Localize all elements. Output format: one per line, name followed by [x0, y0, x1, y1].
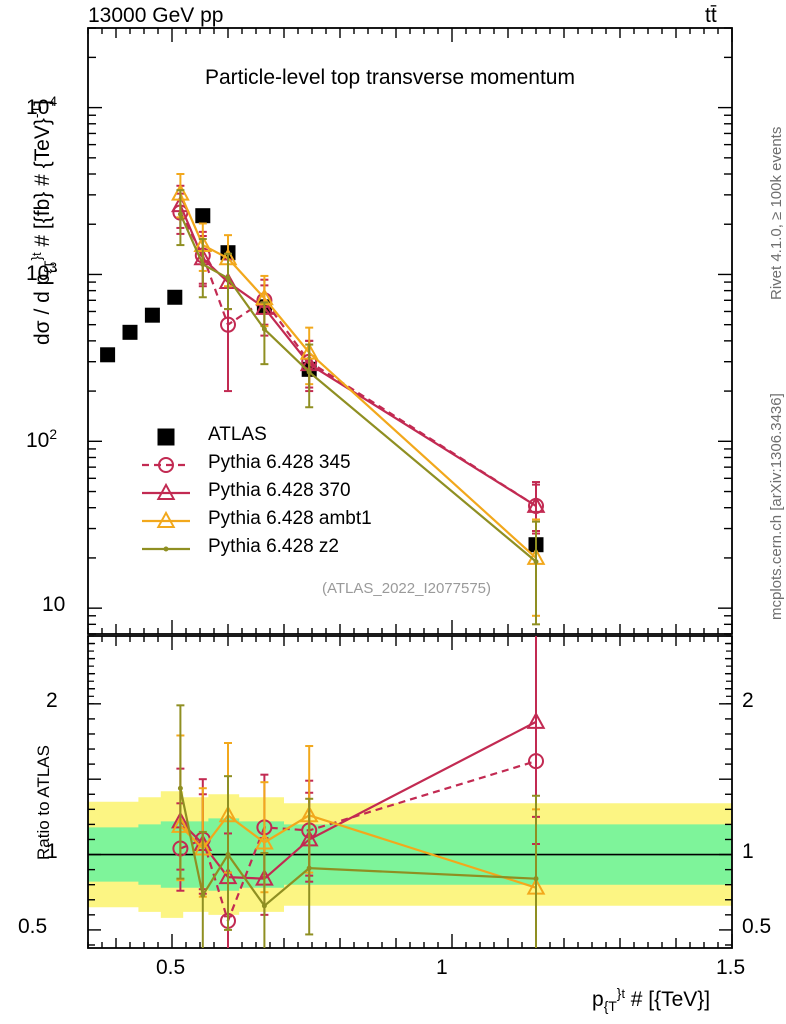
- main-y-tick-label: 10: [42, 593, 66, 617]
- series-line-Pythia-6.428-z2: [179, 213, 537, 563]
- ratio-y-tick-label: 2: [742, 688, 754, 712]
- ratio-y-tick-label: 1: [742, 839, 754, 863]
- ratio-line-Pythia-6.428-370: [179, 720, 537, 880]
- legend-label-2: Pythia 6.428 370: [208, 480, 351, 501]
- main-y-tick-label: 104: [26, 92, 58, 119]
- data-point-Pythia-6.428-z2: [306, 369, 312, 375]
- x-tick-label: 0.5: [156, 956, 186, 979]
- legend-marker-3: [156, 510, 176, 528]
- legend-label-1: Pythia 6.428 345: [208, 452, 351, 473]
- ratio-y-tick-label: 1: [46, 839, 58, 863]
- data-point-Pythia-6.428-z2: [261, 326, 267, 332]
- main-y-tick-label: 103: [26, 259, 58, 286]
- x-tick-label: 1.5: [716, 956, 746, 979]
- ratio-point-Pythia-6.428-z2: [225, 852, 231, 858]
- ratio-y-tick-label: 0.5: [18, 914, 48, 938]
- ratio-point-Pythia-6.428-z2: [200, 892, 206, 898]
- legend-label-0: ATLAS: [208, 424, 267, 445]
- data-point-Pythia-6.428-z2: [533, 559, 539, 565]
- legend-label-4: Pythia 6.428 z2: [208, 536, 339, 557]
- legend-label-3: Pythia 6.428 ambt1: [208, 508, 372, 529]
- legend-marker-0: [157, 428, 175, 446]
- ratio-y-tick-label: 0.5: [742, 914, 772, 938]
- analysis-watermark: (ATLAS_2022_I2077575): [322, 580, 492, 597]
- x-axis-label-sub: {T: [603, 998, 617, 1015]
- data-point-ATLAS: [195, 208, 211, 224]
- header-left: 13000 GeV pp: [88, 4, 224, 27]
- data-point-ATLAS: [144, 307, 160, 323]
- ratio-point-Pythia-6.428-z2: [306, 865, 312, 871]
- x-axis-label-p: p: [592, 988, 604, 1011]
- ratio-point-Pythia-6.428-z2: [261, 903, 267, 909]
- ratio-line-Pythia-6.428-z2: [179, 788, 537, 908]
- ratio-line-Pythia-6.428-ambt1: [179, 813, 537, 889]
- ratio-y-tick-label: 2: [46, 688, 58, 712]
- legend-marker-2: [156, 482, 176, 500]
- header-right: tt̄: [705, 4, 717, 27]
- ratio-point-Pythia-6.428-ambt1: [255, 832, 274, 850]
- data-point-ATLAS: [167, 289, 183, 305]
- ratio-point-Pythia-6.428-z2: [533, 876, 539, 882]
- ratio-point-Pythia-6.428-z2: [177, 785, 183, 791]
- x-tick-label: 1: [436, 956, 448, 979]
- data-point-Pythia-6.428-z2: [177, 211, 183, 217]
- data-point-ATLAS: [122, 324, 138, 340]
- data-point-Pythia-6.428-345: [220, 316, 236, 333]
- data-point-Pythia-6.428-z2: [200, 261, 206, 267]
- x-axis-label: p{T}t # [{TeV}]: [592, 985, 710, 1014]
- legend-marker-4: [163, 546, 169, 552]
- x-axis-label-tail: # [{TeV}]: [624, 988, 711, 1011]
- series-line-Pythia-6.428-ambt1: [179, 193, 537, 559]
- x-axis-label-sup: }t: [616, 985, 625, 1001]
- main-y-tick-label: 102: [26, 426, 58, 453]
- data-point-Pythia-6.428-z2: [225, 275, 231, 281]
- data-point-ATLAS: [100, 347, 116, 363]
- ratio-point-Pythia-6.428-370: [526, 711, 546, 729]
- plot-title: Particle-level top transverse momentum: [205, 66, 575, 89]
- data-point-Pythia-6.428-370: [526, 495, 546, 513]
- legend-marker-1: [158, 457, 174, 473]
- main-panel-frame: [87, 27, 733, 635]
